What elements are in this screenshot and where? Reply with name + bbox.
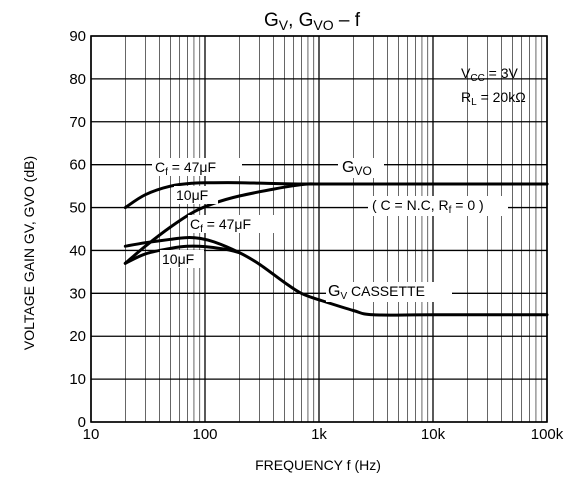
y-tick-labels: 0 10 20 30 40 50 60 70 80 90 xyxy=(69,28,86,431)
condition-rl: RL = 20kΩ xyxy=(461,89,526,108)
x-tick-label: 10 xyxy=(83,426,100,443)
x-tick-label: 10k xyxy=(421,426,446,443)
y-tick-label: 50 xyxy=(69,200,86,217)
y-tick-label: 80 xyxy=(69,71,86,88)
label-cf47-gv: Cf = 47μF xyxy=(190,216,251,235)
x-tick-labels: 10 100 1k 10k 100k xyxy=(83,426,564,443)
label-condition-nc: ( C = N.C, Rf = 0 ) xyxy=(372,197,484,216)
x-tick-label: 1k xyxy=(311,426,327,443)
series-line-2 xyxy=(123,182,549,265)
label-10uf-gv: 10μF xyxy=(162,251,194,267)
plot-frame xyxy=(90,35,548,423)
y-tick-label: 70 xyxy=(69,114,86,131)
label-gv-cassette: GV CASSETTE xyxy=(328,283,425,302)
y-tick-label: 40 xyxy=(69,242,86,259)
condition-vcc: VCC = 3V xyxy=(461,65,519,84)
y-tick-label: 60 xyxy=(69,157,86,174)
curves xyxy=(123,181,549,317)
y-tick-label: 0 xyxy=(78,414,86,431)
y-tick-label: 90 xyxy=(69,28,86,45)
y-tick-label: 20 xyxy=(69,328,86,345)
y-tick-label: 10 xyxy=(69,371,86,388)
y-tick-label: 30 xyxy=(69,285,86,302)
x-axis-label: FREQUENCY f (Hz) xyxy=(255,457,381,473)
label-cf47-gvo: Cf = 47μF xyxy=(155,159,216,178)
label-10uf-gvo: 10μF xyxy=(176,187,208,203)
x-tick-label: 100 xyxy=(192,426,217,443)
x-tick-label: 100k xyxy=(531,426,564,443)
grid xyxy=(90,35,548,423)
series-line-4 xyxy=(123,244,241,265)
label-gvo: GVO xyxy=(342,159,372,178)
y-axis-label: VOLTAGE GAIN GV, GVO (dB) xyxy=(21,156,37,350)
series-line-3 xyxy=(123,236,549,317)
chart-title: GV, GVO – f xyxy=(264,10,361,33)
